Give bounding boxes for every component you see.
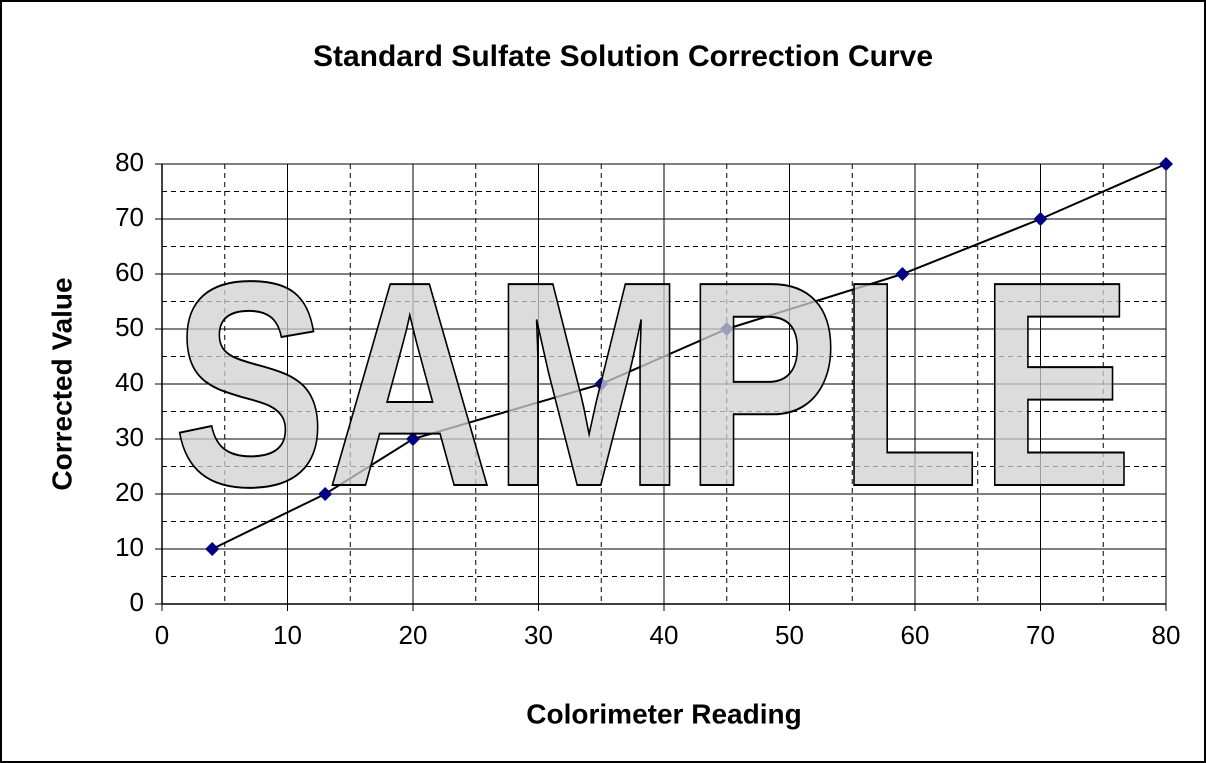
y-tick-label: 70 — [115, 202, 144, 232]
y-tick-label: 50 — [115, 312, 144, 342]
chart: Standard Sulfate Solution Correction Cur… — [0, 0, 1206, 763]
x-axis-title: Colorimeter Reading — [526, 698, 801, 729]
x-tick-label: 0 — [155, 620, 169, 650]
x-tick-label: 30 — [524, 620, 553, 650]
y-tick-label: 10 — [115, 532, 144, 562]
x-tick-label: 50 — [775, 620, 804, 650]
x-tick-label: 80 — [1152, 620, 1181, 650]
x-tick-label: 70 — [1026, 620, 1055, 650]
y-tick-label: 20 — [115, 477, 144, 507]
watermark: SAMPLE — [173, 221, 1133, 547]
y-axis-title: Corrected Value — [46, 277, 77, 490]
x-tick-label: 40 — [650, 620, 679, 650]
x-tick-label: 20 — [399, 620, 428, 650]
y-tick-label: 30 — [115, 422, 144, 452]
x-tick-label: 10 — [273, 620, 302, 650]
y-tick-label: 0 — [130, 587, 144, 617]
y-tick-label: 40 — [115, 367, 144, 397]
chart-title: Standard Sulfate Solution Correction Cur… — [313, 40, 933, 73]
y-tick-label: 60 — [115, 257, 144, 287]
x-tick-label: 60 — [901, 620, 930, 650]
y-tick-label: 80 — [115, 147, 144, 177]
